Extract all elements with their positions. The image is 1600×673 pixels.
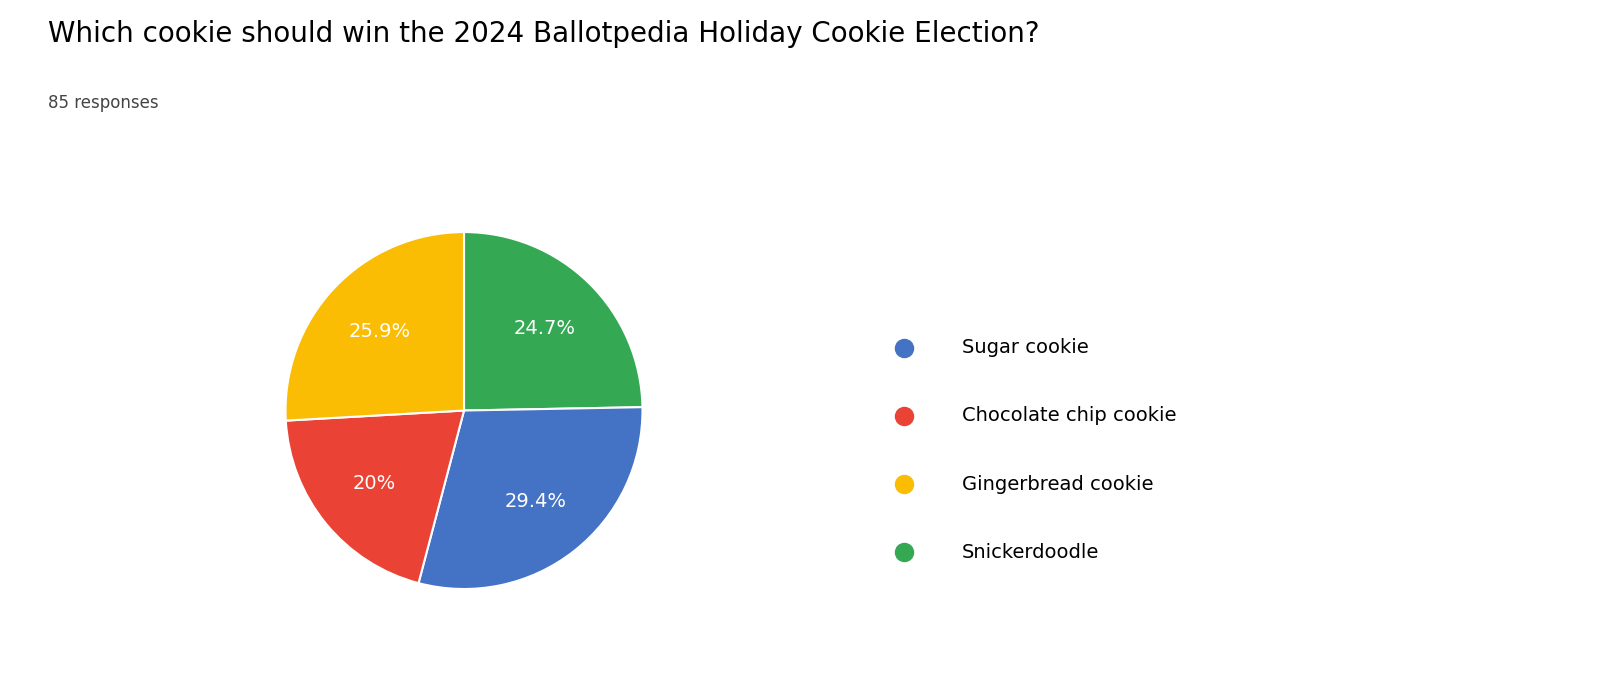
Text: 29.4%: 29.4% bbox=[504, 492, 566, 511]
Wedge shape bbox=[285, 232, 464, 421]
Wedge shape bbox=[464, 232, 643, 411]
Text: 20%: 20% bbox=[354, 474, 397, 493]
Wedge shape bbox=[419, 407, 643, 589]
Text: 24.7%: 24.7% bbox=[514, 318, 576, 338]
Text: Chocolate chip cookie: Chocolate chip cookie bbox=[962, 406, 1176, 425]
Text: Gingerbread cookie: Gingerbread cookie bbox=[962, 474, 1154, 493]
Wedge shape bbox=[286, 411, 464, 583]
Text: 85 responses: 85 responses bbox=[48, 94, 158, 112]
Text: Sugar cookie: Sugar cookie bbox=[962, 338, 1088, 357]
Text: 25.9%: 25.9% bbox=[349, 322, 411, 341]
Text: Snickerdoodle: Snickerdoodle bbox=[962, 542, 1099, 562]
Text: Which cookie should win the 2024 Ballotpedia Holiday Cookie Election?: Which cookie should win the 2024 Ballotp… bbox=[48, 20, 1040, 48]
